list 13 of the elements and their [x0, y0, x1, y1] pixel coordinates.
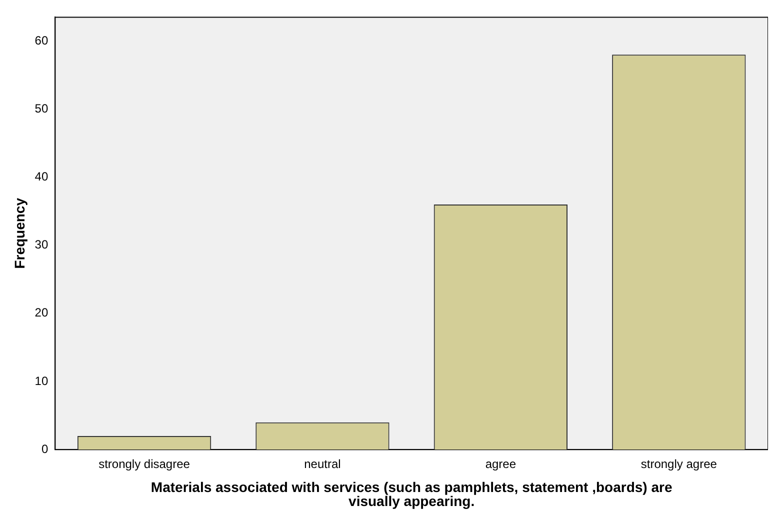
y-tick-label: 40 — [34, 170, 48, 184]
y-tick-label: 10 — [34, 374, 48, 388]
y-tick-label: 20 — [34, 306, 48, 320]
y-tick-label: 30 — [34, 238, 48, 252]
x-tick-label: strongly disagree — [98, 457, 190, 472]
x-tick-label: neutral — [304, 457, 341, 472]
x-tick-label: agree — [485, 457, 516, 472]
y-tick-label: 50 — [34, 101, 48, 116]
x-tick-label: strongly agree — [640, 457, 718, 472]
y-tick-label: 60 — [34, 33, 48, 48]
y-tick-label: 0 — [41, 442, 48, 456]
y-axis-title: Frequency — [11, 198, 28, 269]
x-axis-title: Materials associated with services (such as pamphlets, statement ,boards) are visually appearing. — [150, 478, 672, 509]
